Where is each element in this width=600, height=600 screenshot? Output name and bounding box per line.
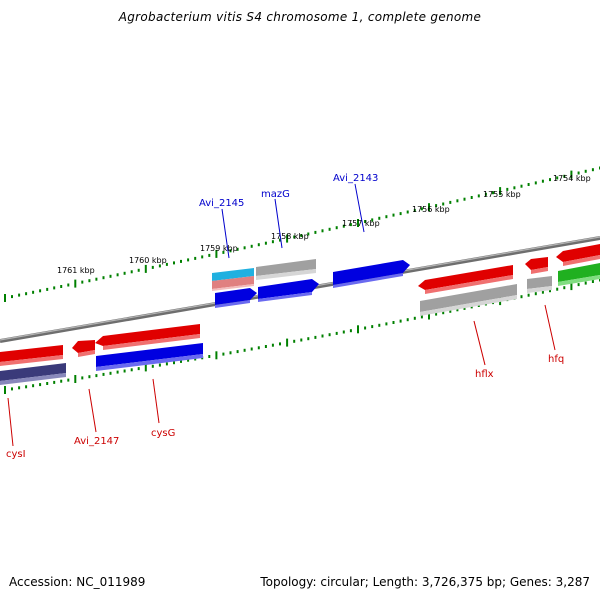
lower-scale-ticks	[4, 278, 600, 394]
scale-label-1755: 1755 kbp	[483, 190, 521, 199]
map-title: Agrobacterium vitis S4 chromosome 1, com…	[118, 10, 482, 24]
scale-label-1756: 1756 kbp	[412, 205, 450, 214]
genome-stats-text: Topology: circular; Length: 3,726,375 bp…	[260, 575, 590, 589]
gene-mazg-gray[interactable]	[256, 259, 316, 280]
upper-scale-ticks	[4, 166, 600, 302]
gene-label-avi2143: Avi_2143	[333, 173, 378, 184]
gene-cysg-blue[interactable]	[96, 343, 203, 371]
scale-label-1754: 1754 kbp	[553, 174, 591, 183]
gene-label-hflx: hflx	[475, 369, 494, 380]
gene-cysi-navy[interactable]	[0, 363, 66, 385]
gene-cysg-red[interactable]	[95, 324, 200, 350]
scale-label-1760: 1760 kbp	[129, 256, 167, 265]
gene-blue-2[interactable]	[258, 279, 319, 302]
gene-green-right[interactable]	[558, 263, 600, 286]
gene-cysi-red[interactable]	[0, 345, 63, 366]
scale-label-1759: 1759 kbp	[200, 244, 238, 253]
gene-label-avi2147: Avi_2147	[74, 436, 119, 447]
gene-avi2147-red[interactable]	[72, 340, 95, 357]
gene-label-cysi: cysI	[6, 449, 26, 460]
gene-hflx-red[interactable]	[418, 265, 513, 294]
gene-label-cysg: cysG	[151, 428, 175, 439]
gene-hflx-gray[interactable]	[420, 284, 517, 316]
positive-label-leaders	[221, 183, 365, 259]
gene-avi2143-blue[interactable]	[333, 260, 410, 288]
gene-hfq-gray[interactable]	[527, 276, 552, 293]
scale-label-1758: 1758 kbp	[271, 232, 309, 241]
gene-avi2145-pink[interactable]	[212, 276, 254, 291]
gene-label-mazg: mazG	[261, 189, 290, 200]
gene-label-avi2145: Avi_2145	[199, 198, 244, 209]
gene-blue-1[interactable]	[215, 288, 257, 308]
gene-hfq-red[interactable]	[525, 257, 548, 274]
scale-label-1761: 1761 kbp	[57, 266, 95, 275]
accession-text: Accession: NC_011989	[9, 575, 146, 589]
gene-label-hfq: hfq	[548, 354, 564, 365]
gene-red-right[interactable]	[556, 244, 600, 266]
scale-label-1757: 1757 kbp	[342, 219, 380, 228]
negative-label-leaders	[7, 304, 556, 447]
